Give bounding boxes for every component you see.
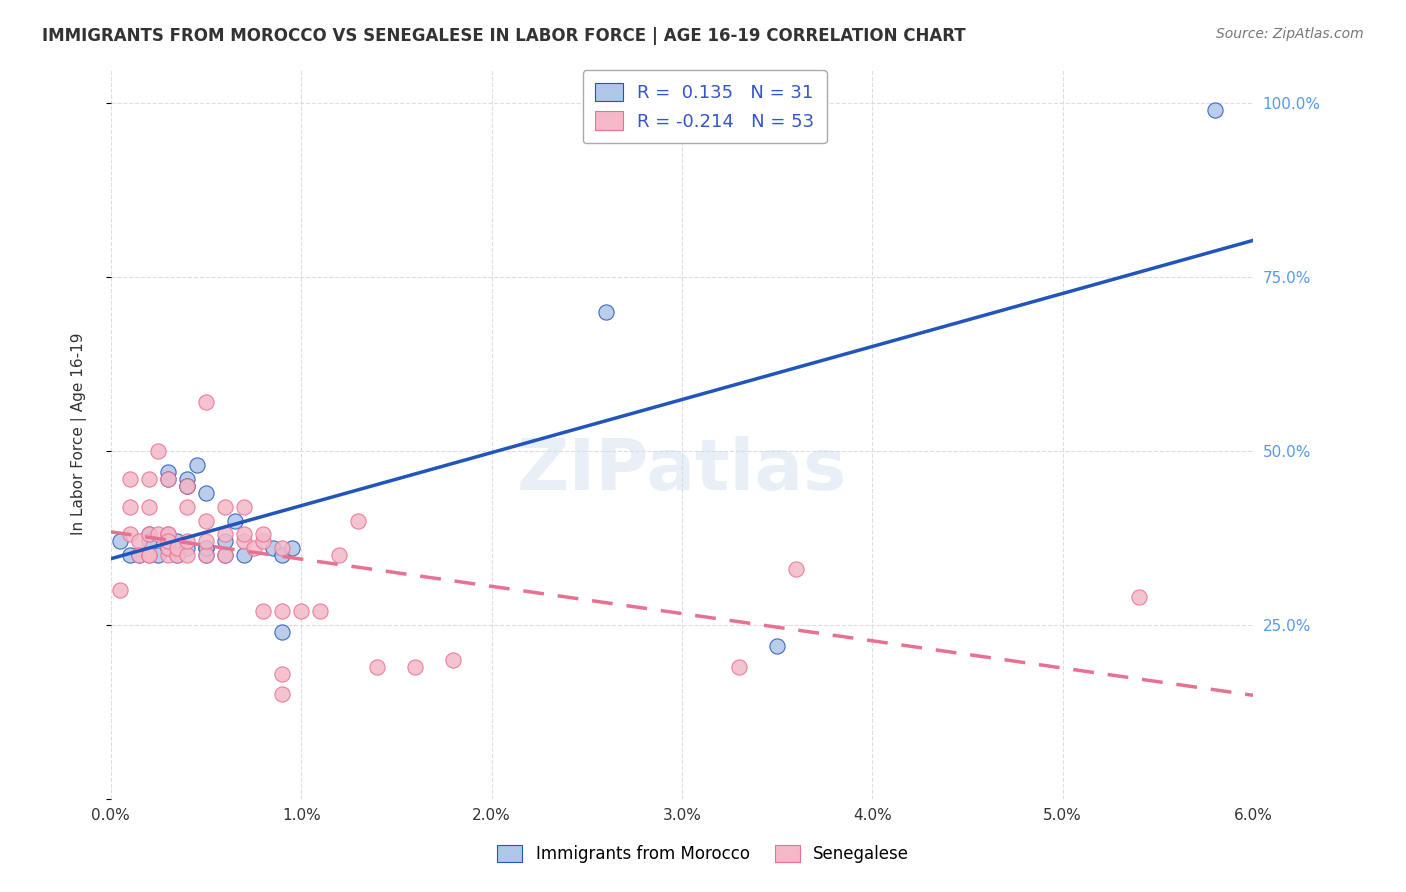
Point [138,549,160,563]
Point [195,549,218,563]
Point [118,472,141,486]
Point [156,472,179,486]
Point [195,395,218,409]
Point [290,604,312,618]
Point [156,541,179,556]
Point [214,534,236,549]
Point [166,541,188,556]
Point [138,500,160,514]
Point [118,549,141,563]
Point [110,534,132,549]
Point [156,465,179,479]
Legend: Immigrants from Morocco, Senegalese: Immigrants from Morocco, Senegalese [485,833,921,875]
Point [214,549,236,563]
Point [785,562,807,576]
Point [252,527,274,541]
Point [156,527,179,541]
Point [148,444,170,458]
Point [233,500,256,514]
Point [176,500,198,514]
Point [156,534,179,549]
Point [128,549,150,563]
Point [366,659,388,673]
Point [148,549,170,563]
Point [138,534,160,549]
Point [404,659,426,673]
Point [156,527,179,541]
Point [195,541,218,556]
Point [118,500,141,514]
Point [252,604,274,618]
Point [728,659,751,673]
Point [128,549,150,563]
Point [195,541,218,556]
Point [328,549,350,563]
Point [224,514,246,528]
Point [347,514,370,528]
Point [271,666,294,681]
Point [138,527,160,541]
Y-axis label: In Labor Force | Age 16-19: In Labor Force | Age 16-19 [72,333,87,535]
Point [156,472,179,486]
Point [271,688,294,702]
Point [271,624,294,639]
Point [176,534,198,549]
Point [138,549,160,563]
Point [186,458,208,472]
Point [214,500,236,514]
Legend: R =  0.135   N = 31, R = -0.214   N = 53: R = 0.135 N = 31, R = -0.214 N = 53 [583,70,827,144]
Point [176,472,198,486]
Point [195,549,218,563]
Point [148,527,170,541]
Text: ZIPatlas: ZIPatlas [517,435,846,505]
Point [176,479,198,493]
Text: IMMIGRANTS FROM MOROCCO VS SENEGALESE IN LABOR FORCE | AGE 16-19 CORRELATION CHA: IMMIGRANTS FROM MOROCCO VS SENEGALESE IN… [42,27,966,45]
Point [214,549,236,563]
Point [166,549,188,563]
Point [280,541,302,556]
Point [166,534,188,549]
Point [195,514,218,528]
Point [176,479,198,493]
Point [271,549,294,563]
Point [262,541,284,556]
Point [128,534,150,549]
Point [1204,103,1226,118]
Point [1128,590,1150,604]
Point [233,549,256,563]
Point [176,479,198,493]
Point [443,653,465,667]
Point [309,604,332,618]
Point [233,527,256,541]
Point [138,472,160,486]
Text: Source: ZipAtlas.com: Source: ZipAtlas.com [1216,27,1364,41]
Point [138,527,160,541]
Point [595,305,617,319]
Point [110,583,132,598]
Point [156,541,179,556]
Point [233,534,256,549]
Point [166,549,188,563]
Point [271,604,294,618]
Point [766,639,789,653]
Point [195,485,218,500]
Point [252,534,274,549]
Point [271,541,294,556]
Point [156,549,179,563]
Point [176,549,198,563]
Point [176,541,198,556]
Point [118,527,141,541]
Point [242,541,264,556]
Point [195,534,218,549]
Point [214,527,236,541]
